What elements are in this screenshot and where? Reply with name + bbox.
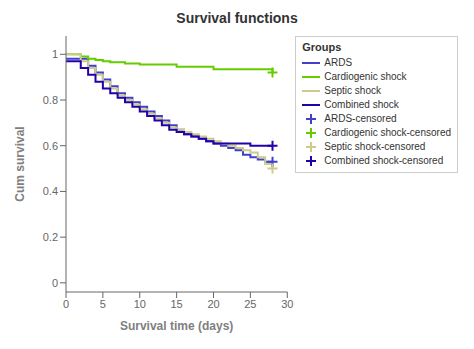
svg-text:0.6: 0.6 [43, 140, 58, 152]
html-text:Septic shock-censored: Septic shock-censored [324, 141, 426, 152]
svg-text:25: 25 [244, 298, 256, 310]
html-text:Cardiogenic shock-censored: Cardiogenic shock-censored [324, 127, 451, 138]
svg-text:0: 0 [63, 298, 69, 310]
svg-text:Cum survival: Cum survival [13, 126, 27, 201]
svg-text:10: 10 [134, 298, 146, 310]
html-text:Septic shock: Septic shock [324, 85, 381, 96]
html-text:ARDS-censored: ARDS-censored [324, 113, 397, 124]
svg-text:Survival time (days): Survival time (days) [120, 319, 233, 333]
svg-text:0: 0 [52, 277, 58, 289]
svg-text:0.2: 0.2 [43, 231, 58, 243]
html-text:Groups: Groups [302, 41, 342, 53]
html-text:Cardiogenic shock: Cardiogenic shock [324, 71, 407, 82]
svg-text:5: 5 [100, 298, 106, 310]
html-text:Combined shock: Combined shock [324, 99, 399, 110]
svg-text:15: 15 [171, 298, 183, 310]
svg-text:0.4: 0.4 [43, 185, 58, 197]
svg-text:1: 1 [52, 48, 58, 60]
html-text:Survival functions: Survival functions [176, 10, 298, 26]
svg-text:0.8: 0.8 [43, 94, 58, 106]
svg-text:20: 20 [207, 298, 219, 310]
html-text:ARDS: ARDS [324, 57, 353, 68]
html-text:Combined shock-censored: Combined shock-censored [324, 155, 444, 166]
svg-text:30: 30 [281, 298, 293, 310]
